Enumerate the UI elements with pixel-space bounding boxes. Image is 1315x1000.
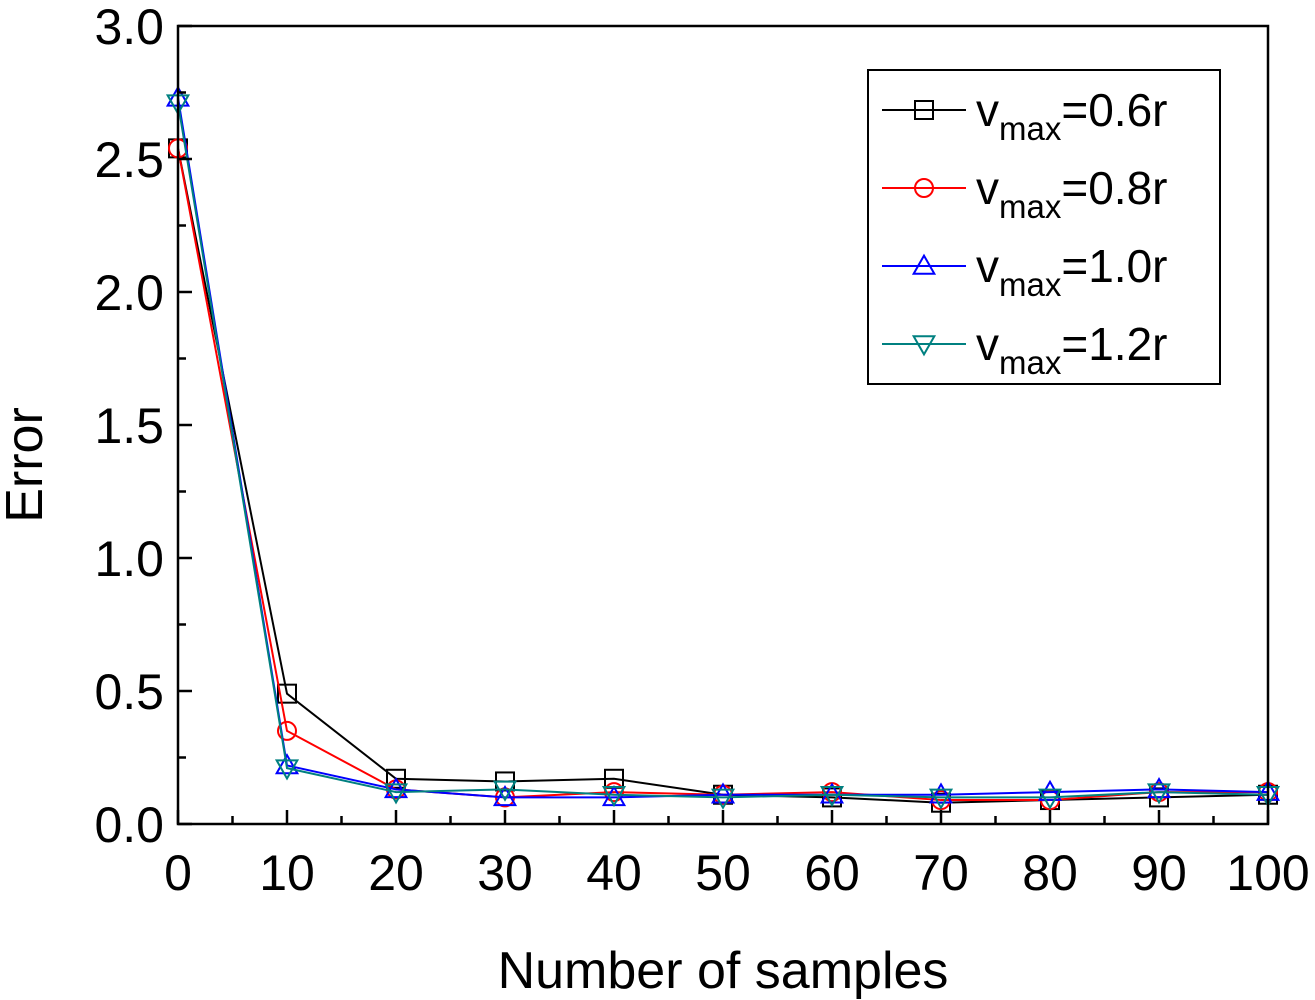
- legend-entry: vmax=1.0r: [882, 240, 1167, 303]
- data-point: [492, 780, 518, 802]
- legend-entry: vmax=0.6r: [882, 84, 1167, 147]
- data-point: [819, 782, 845, 804]
- legend-box: [867, 69, 1221, 385]
- data-point: [277, 683, 297, 704]
- x-tick-label: 60: [804, 845, 860, 901]
- y-tick-label: 3.0: [94, 0, 164, 55]
- data-point: [386, 768, 406, 789]
- data-point: [1037, 779, 1063, 801]
- x-tick-label: 10: [259, 845, 315, 901]
- legend-marker: [914, 178, 934, 198]
- data-point: [492, 785, 518, 807]
- data-point: [277, 720, 297, 741]
- data-point: [383, 783, 409, 805]
- x-tick-label: 80: [1022, 845, 1078, 901]
- data-point: [1037, 788, 1063, 810]
- data-point: [383, 777, 409, 799]
- x-tick-label: 0: [164, 845, 192, 901]
- data-point: [710, 788, 736, 810]
- legend: vmax=0.6r vmax=0.8r vmax=1.0r vmax=1.2r: [867, 69, 1221, 385]
- series-line: [177, 102, 1269, 799]
- legend-marker: [914, 100, 934, 120]
- data-point: [274, 759, 300, 781]
- data-point: [710, 782, 736, 804]
- y-tick-label: 2.0: [94, 265, 164, 321]
- legend-label: vmax=1.2r: [976, 318, 1167, 381]
- x-tick-label: 50: [695, 845, 751, 901]
- legend-label: vmax=0.8r: [976, 162, 1167, 225]
- y-tick-label: 2.5: [94, 132, 164, 188]
- data-point: [601, 785, 627, 808]
- data-point: [928, 782, 954, 804]
- axis-ticks: 0 10 20 30 40 50 60 70 80 90 100 0.0 0.5 1.0 1.5 2.0 2.5…: [94, 0, 1309, 901]
- x-tick-label: 70: [913, 845, 969, 901]
- y-tick-label: 1.0: [94, 531, 164, 587]
- legend-label: vmax=0.6r: [976, 84, 1167, 147]
- y-tick-label: 0.0: [94, 797, 164, 853]
- x-tick-label: 40: [586, 845, 642, 901]
- data-point: [819, 785, 845, 808]
- data-point: [928, 788, 954, 810]
- legend-marker: [911, 335, 937, 357]
- x-tick-label: 30: [477, 845, 533, 901]
- x-tick-label: 20: [368, 845, 424, 901]
- data-point: [1146, 777, 1172, 799]
- x-axis-title: Number of samples: [498, 942, 949, 1000]
- legend-marker: [911, 253, 937, 275]
- data-point: [1146, 783, 1172, 805]
- legend-label: vmax=1.0r: [976, 240, 1167, 303]
- x-tick-label: 100: [1226, 845, 1309, 901]
- y-tick-label: 0.5: [94, 664, 164, 720]
- y-tick-label: 1.5: [94, 398, 164, 454]
- y-axis-title: Error: [0, 407, 54, 523]
- legend-entry: vmax=0.8r: [882, 162, 1167, 225]
- data-point: [604, 782, 624, 803]
- plot-area: [165, 85, 1281, 813]
- x-tick-label: 90: [1131, 845, 1187, 901]
- legend-entry: vmax=1.2r: [882, 318, 1167, 381]
- series-line: [177, 97, 1269, 799]
- data-point: [274, 753, 300, 775]
